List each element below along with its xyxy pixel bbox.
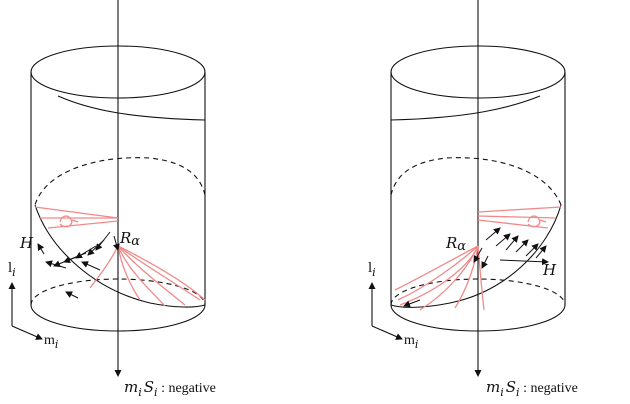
right-cylinder-bottom-back xyxy=(390,278,566,306)
right-m-axis-arrow xyxy=(371,325,403,340)
left-r-label: Rα xyxy=(119,229,140,249)
left-l-axis-label: li xyxy=(8,260,16,279)
left-field-lines xyxy=(34,206,206,307)
right-cylinder-bottom-front xyxy=(390,304,566,332)
right-m-axis-label: mi xyxy=(404,333,418,351)
left-helix-front-curve xyxy=(34,204,206,308)
right-rotation-loop-icon xyxy=(527,215,541,228)
right-r-label: Rα xyxy=(445,234,466,254)
left-m-axis-arrow xyxy=(11,325,43,340)
right-h-arrows xyxy=(403,227,549,308)
left-m-axis-label: mi xyxy=(44,333,58,351)
left-h-label: H xyxy=(19,234,34,252)
left-h-arrows xyxy=(37,231,120,299)
left-helix-top-curve xyxy=(57,95,206,121)
left-bottom-caption: mi Si : negative xyxy=(124,378,216,399)
left-helix-back-curve xyxy=(34,157,206,206)
right-helix-top-curve xyxy=(390,95,541,121)
right-bottom-caption: mi Si : negative xyxy=(486,378,578,399)
left-panel: H Rα li mi mi Si : negative xyxy=(8,0,216,399)
left-cylinder-bottom-back xyxy=(30,278,206,306)
right-helix-back-curve xyxy=(390,157,562,206)
left-rotation-loop-icon xyxy=(59,215,73,228)
left-cylinder-bottom-front xyxy=(30,304,206,332)
right-panel: Rα H li mi mi Si : negative xyxy=(368,0,578,399)
right-helix-front-curve xyxy=(390,204,562,308)
right-field-lines xyxy=(394,206,562,311)
right-h-label: H xyxy=(542,261,557,279)
right-l-axis-label: li xyxy=(368,260,376,279)
